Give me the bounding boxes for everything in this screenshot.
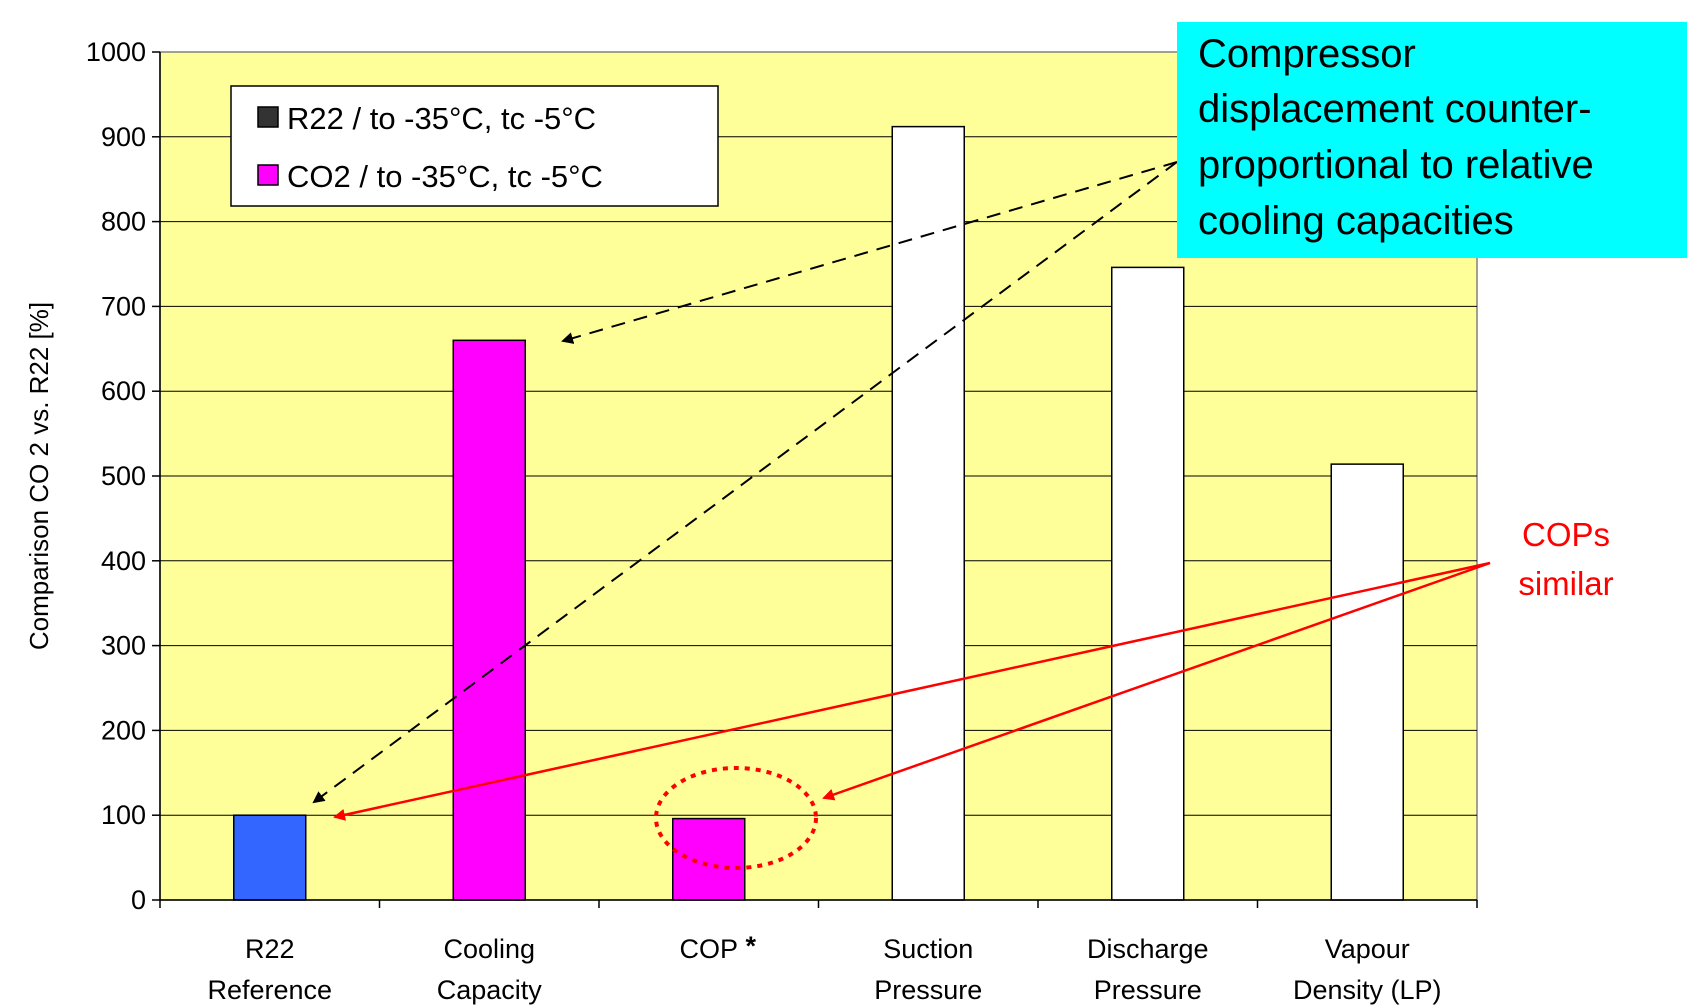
- cop-asterisk: *: [745, 931, 756, 961]
- y-tick-label: 800: [101, 207, 146, 237]
- x-tick-label: R22: [245, 934, 295, 964]
- y-tick-label: 900: [101, 122, 146, 152]
- x-tick-label: Discharge: [1087, 934, 1209, 964]
- cop-note-line-2: similar: [1518, 565, 1613, 602]
- bar: [1111, 266, 1185, 901]
- arrow-to-r22-reference: [312, 161, 1178, 804]
- y-axis: 0 100 200 300 400 500 600 700 800 900 1000: [86, 37, 161, 915]
- bar: [891, 125, 965, 901]
- x-tick-label-line-2: Capacity: [437, 975, 543, 1005]
- x-tick-label: COP: [679, 934, 738, 964]
- x-tick-label: Vapour: [1325, 934, 1410, 964]
- x-tick-label: Suction: [883, 934, 973, 964]
- callout-line-1: Compressor: [1198, 32, 1416, 76]
- y-tick-label: 200: [101, 715, 146, 745]
- y-tick-label: 300: [101, 631, 146, 661]
- x-tick-label-line-2: Density (LP): [1293, 975, 1442, 1005]
- bars: [233, 125, 1404, 901]
- legend: R22 / to -35°C, tc -5°C CO2 / to -35°C, …: [230, 85, 719, 207]
- legend-box: [230, 85, 719, 207]
- y-tick-label: 400: [101, 546, 146, 576]
- y-tick-label: 600: [101, 376, 146, 406]
- callout-background: [1177, 22, 1687, 258]
- bar: [233, 814, 307, 901]
- cop-note-line-1: COPs: [1522, 516, 1610, 553]
- y-tick-label: 0: [131, 885, 146, 915]
- y-tick-label: 700: [101, 291, 146, 321]
- callout-line-2: displacement counter-: [1198, 87, 1592, 131]
- y-tick-label: 100: [101, 800, 146, 830]
- x-tick-label-line-2: Reference: [207, 975, 332, 1005]
- x-tick-label-line-2: Pressure: [874, 975, 982, 1005]
- red-arrow-to-r22: [333, 561, 1491, 821]
- callout-line-3: proportional to relative: [1198, 143, 1594, 187]
- bar: [672, 817, 746, 901]
- y-axis-label: Comparison CO 2 vs. R22 [%]: [24, 302, 54, 650]
- legend-swatch-co2: [257, 164, 279, 186]
- y-tick-label: 1000: [86, 37, 146, 67]
- callout-line-4: cooling capacities: [1198, 199, 1514, 243]
- x-axis: R22 Reference Cooling Capacity COP * Suction Pr…: [159, 899, 1478, 1005]
- bar: [452, 339, 526, 901]
- y-tick-label: 500: [101, 461, 146, 491]
- arrow-to-cooling-capacity: [561, 161, 1178, 344]
- x-tick-label: Cooling: [443, 934, 535, 964]
- cop-highlight-circle: [654, 766, 818, 870]
- legend-swatch-r22: [257, 106, 279, 128]
- legend-label-r22: R22 / to -35°C, tc -5°C: [287, 101, 596, 136]
- callout-box: Compressor displacement counter- proport…: [1177, 22, 1687, 258]
- bar: [1330, 463, 1404, 901]
- red-arrow-to-cop: [822, 561, 1491, 801]
- legend-label-co2: CO2 / to -35°C, tc -5°C: [287, 159, 603, 194]
- x-tick-label-line-2: Pressure: [1094, 975, 1202, 1005]
